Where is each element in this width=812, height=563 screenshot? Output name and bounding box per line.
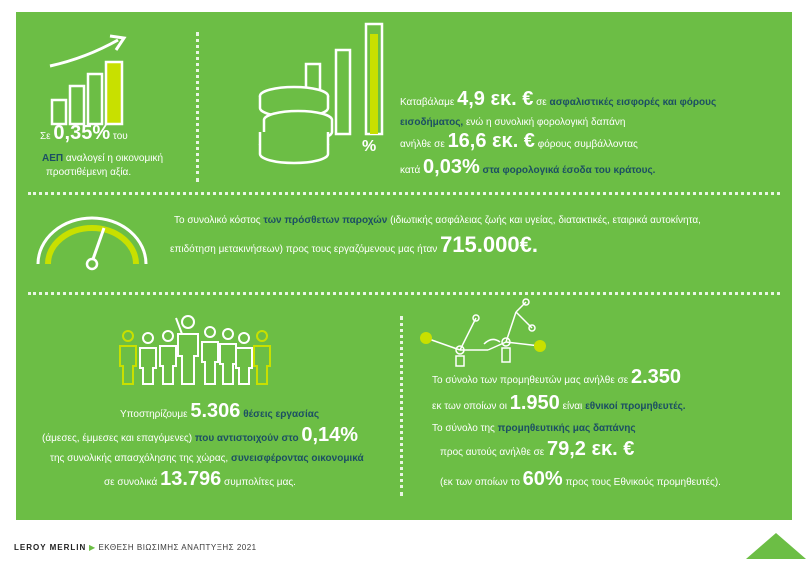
- sup-l2-value: 1.950: [510, 392, 560, 414]
- jobs-l4-value: 13.796: [160, 468, 221, 490]
- divider-2: [400, 316, 403, 496]
- corner-triangle-icon: [746, 533, 806, 559]
- gdp-line3: προστιθέμενη αξία.: [46, 166, 131, 180]
- benefits-l1-rest: (ιδιωτικής ασφάλειας ζωής και υγείας, δι…: [390, 215, 701, 226]
- footer-brand: LEROY MERLIN: [14, 543, 86, 552]
- sup-l5-pre: (εκ των οποίων το: [440, 477, 520, 488]
- jobs-l4-pre: σε συνολικά: [104, 477, 157, 488]
- people-icon: [116, 312, 276, 392]
- gdp-suf: του: [113, 131, 128, 142]
- jobs-l2-dark: που αντιστοιχούν στο: [195, 433, 299, 444]
- tax-l3-rest: φόρους συμβάλλοντας: [538, 139, 638, 150]
- benefits-l1-pre: Το συνολικό κόστος: [174, 215, 261, 226]
- tax-l1-mid: σε: [536, 97, 547, 108]
- benefits-l2-rest: επιδότηση μετακινήσεων) προς τους εργαζό…: [170, 244, 437, 255]
- growth-chart-icon: [46, 28, 136, 128]
- tax-l4-pre: κατά: [400, 165, 420, 176]
- divider: [196, 32, 199, 182]
- tax-l2-dark: εισοδήματος,: [400, 117, 463, 128]
- tax-l4-dark: στα φορολογικά έσοδα του κράτους.: [483, 165, 656, 176]
- benefits-l1-dark: των πρόσθετων παροχών: [263, 215, 387, 226]
- gdp-line2: αναλογεί η οικονομική: [66, 153, 163, 164]
- gdp-value: 0,35%: [53, 122, 110, 144]
- network-icon: [416, 298, 556, 368]
- sup-l3-dark: προμηθευτικής μας δαπάνης: [498, 423, 636, 434]
- benefits-l2-value: 715.000€.: [440, 232, 538, 257]
- tax-l2-rest: ενώ η συνολική φορολογική δαπάνη: [466, 117, 625, 128]
- jobs-l1-pre: Υποστηρίζουμε: [120, 409, 188, 420]
- infographic-panel: Σε 0,35% του ΑΕΠ αναλογεί η οικονομική π…: [16, 12, 792, 520]
- tax-l1-value: 4,9 εκ. €: [457, 88, 533, 110]
- separator-2: [28, 292, 780, 295]
- tax-l1-dark: ασφαλιστικές εισφορές και φόρους: [550, 97, 717, 108]
- jobs-l2-pre: (άμεσες, έμμεσες και επαγόμενες): [42, 433, 192, 444]
- footer: LEROY MERLIN ▶ ΕΚΘΕΣΗ ΒΙΩΣΙΜΗΣ ΑΝΑΠΤΥΞΗΣ…: [14, 543, 257, 552]
- jobs-l3-pre: της συνολικής απασχόλησης της χώρας,: [50, 453, 228, 464]
- sup-l2-dark: εθνικοί προμηθευτές.: [585, 401, 686, 412]
- jobs-l3-dark: συνεισφέροντας οικονομικά: [231, 453, 364, 464]
- footer-title: ΕΚΘΕΣΗ ΒΙΩΣΙΜΗΣ ΑΝΑΠΤΥΞΗΣ 2021: [98, 543, 256, 552]
- sup-l2-mid: είναι: [563, 401, 583, 412]
- jobs-l1-value: 5.306: [190, 400, 240, 422]
- tax-l1-pre: Καταβάλαμε: [400, 97, 454, 108]
- sup-l2-pre: εκ των οποίων οι: [432, 401, 507, 412]
- jobs-l4-rest: συμπολίτες μας.: [224, 477, 296, 488]
- percent-sign: %: [362, 140, 376, 154]
- tax-l3-pre: ανήλθε σε: [400, 139, 445, 150]
- footer-arrow-icon: ▶: [89, 543, 96, 552]
- sup-l4-value: 79,2 εκ. €: [547, 438, 634, 460]
- jobs-l1-dark: θέσεις εργασίας: [243, 409, 319, 420]
- sup-l3-pre: Το σύνολο της: [432, 423, 495, 434]
- sup-l5-value: 60%: [523, 468, 563, 490]
- tax-l3-value: 16,6 εκ. €: [448, 130, 535, 152]
- sup-l1-pre: Το σύνολο των προμηθευτών μας ανήλθε σε: [432, 375, 628, 386]
- gdp-pre: Σε: [40, 131, 51, 142]
- jobs-l2-value: 0,14%: [301, 424, 358, 446]
- gauge-icon: [32, 212, 152, 272]
- sup-l4-pre: προς αυτούς ανήλθε σε: [440, 447, 544, 458]
- sup-l1-value: 2.350: [631, 366, 681, 388]
- gdp-aep: ΑΕΠ: [42, 153, 63, 164]
- sup-l5-rest: προς τους Εθνικούς προμηθευτές).: [565, 477, 720, 488]
- separator-1: [28, 192, 780, 195]
- tax-l4-value: 0,03%: [423, 156, 480, 178]
